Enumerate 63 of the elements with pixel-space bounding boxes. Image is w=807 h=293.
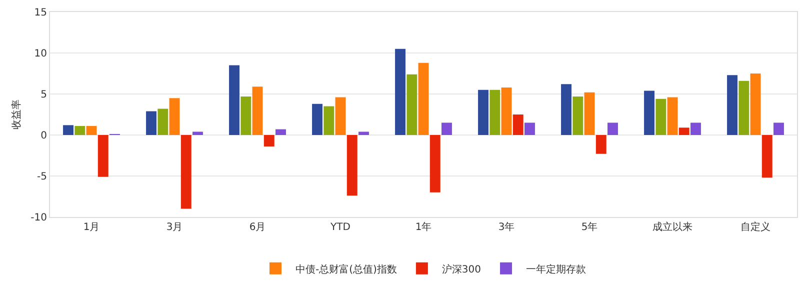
x-tick-label: 6月 [249,222,266,233]
bar [192,132,203,135]
y-axis-title: 收益率 [10,100,23,130]
y-tick-label: -5 [37,172,47,182]
bar [169,98,180,135]
bar [501,87,512,135]
bar [584,92,595,135]
bar [678,128,690,135]
bar [442,122,452,135]
bar [63,125,74,135]
bar [86,126,97,135]
bar [346,135,358,196]
bar [276,129,286,135]
y-tick-label: 15 [34,8,47,18]
bar [762,135,772,178]
y-tick-label: -10 [30,212,47,224]
bar [240,96,252,135]
x-tick-label: 成立以来 [652,221,692,233]
bar [478,90,488,135]
bar [430,135,440,192]
bar [774,122,784,135]
y-tick-label: 0 [40,130,47,142]
bar [312,104,322,135]
bar [418,62,429,135]
y-tick-label: 10 [34,48,47,60]
bar [667,97,678,135]
bar [738,80,750,135]
x-tick-label: 自定义 [740,221,770,233]
bar [572,96,584,135]
bar [395,48,406,135]
bar [561,84,572,135]
legend-label: 中债-总财富(总值)指数 [296,263,397,276]
bar [146,111,156,135]
y-tick-label: 5 [40,90,47,100]
bar [74,126,86,135]
bar [324,106,334,135]
legend-label: 一年定期存款 [526,263,586,276]
bar [229,65,240,135]
x-tick-label: 3年 [498,221,515,233]
legend-label: 沪深300 [442,263,482,276]
bar [264,135,274,146]
bar [158,108,168,135]
bar [727,75,738,135]
bar [252,86,263,135]
bar [690,122,701,135]
bar [335,97,346,135]
x-tick-label: YTD [330,222,351,233]
bar [644,90,654,135]
bar [750,74,761,135]
bar [524,122,535,135]
bar [358,132,369,135]
bar [656,98,666,135]
x-tick-label: 3月 [166,222,183,233]
bar [596,135,606,154]
bar [98,135,108,177]
x-tick-label: 5年 [581,221,598,233]
bar [180,135,192,209]
x-tick-label: 1年 [415,221,432,233]
x-tick-label: 1月 [83,222,100,233]
bar [406,74,418,135]
bar [490,90,500,135]
bar [512,114,524,135]
bar [608,122,618,135]
